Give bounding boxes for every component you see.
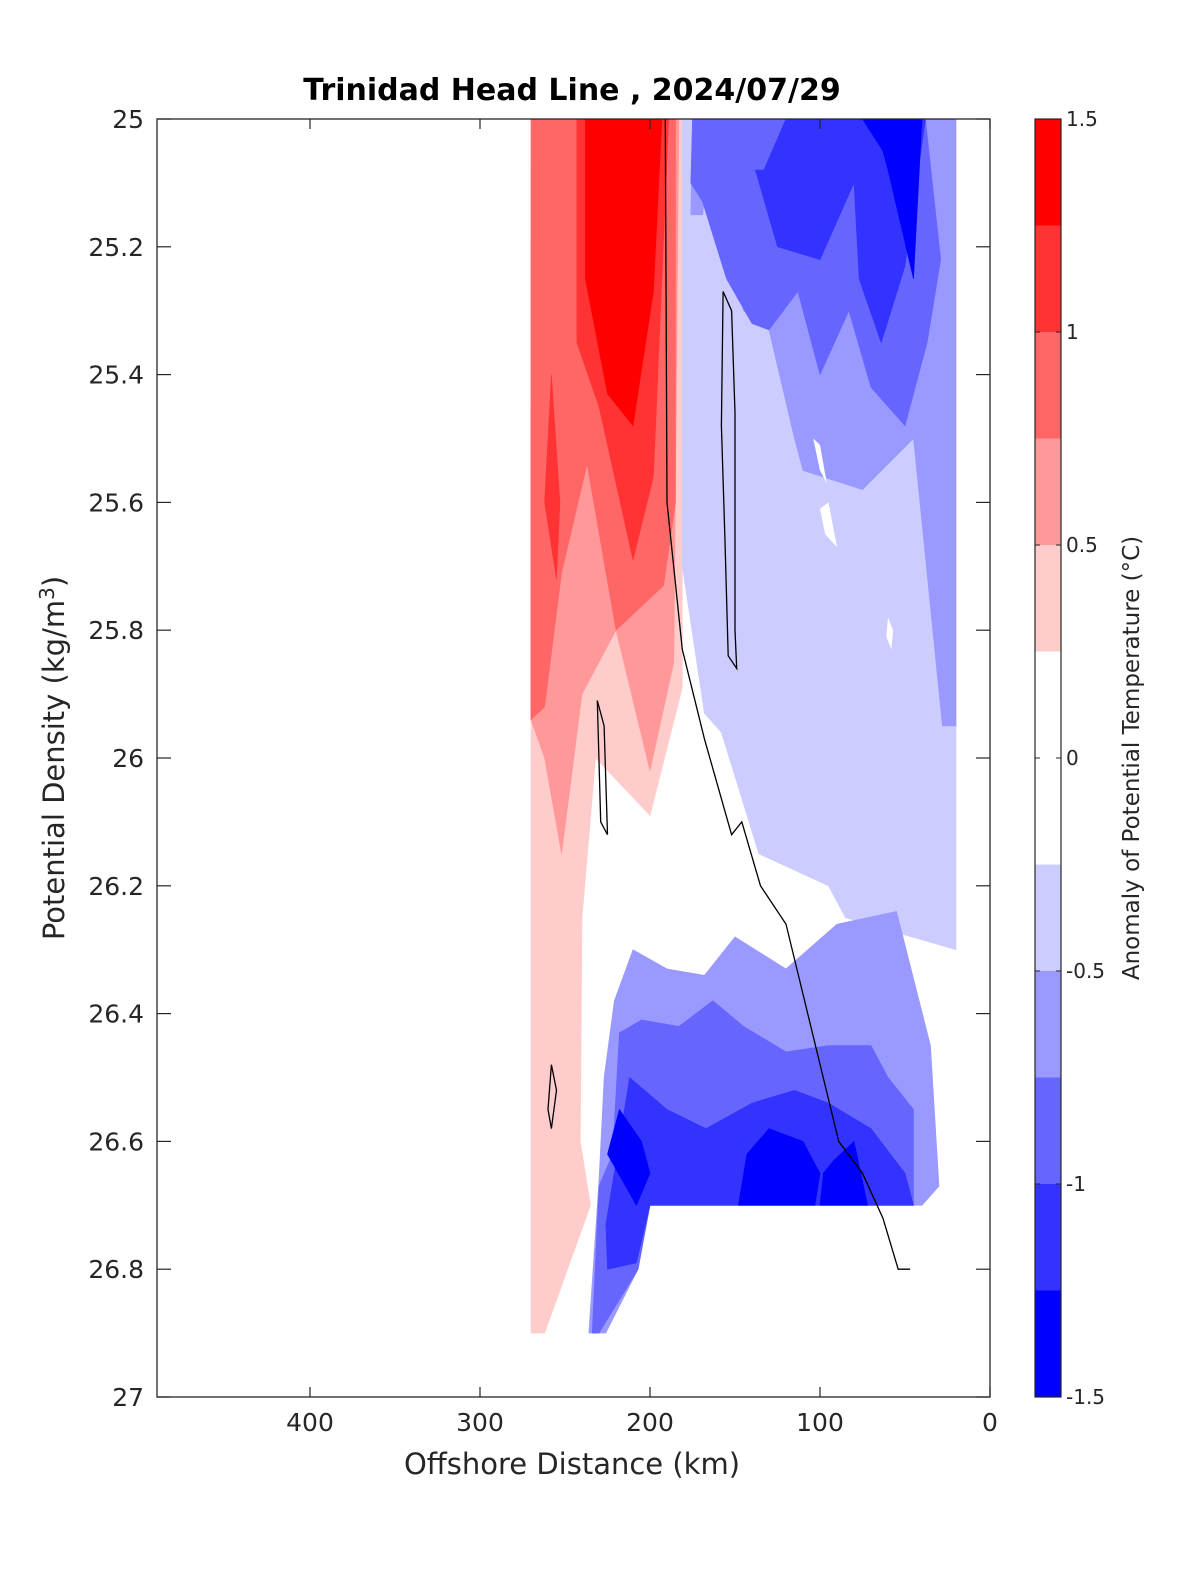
contour-region-cool-1.25-bottom-b: [738, 1128, 821, 1206]
contour-region-cool-1.25-bottom-a: [607, 1108, 651, 1206]
colorbar: 1.5 1 0.5 0 -0.5 -1 -1.5 Anomaly of Potential …: [1034, 107, 1145, 1409]
colorbar-tick-label: 1.5: [1066, 107, 1098, 131]
colorbar-tick-label: 0.5: [1066, 533, 1098, 557]
contour-fills: [530, 119, 957, 1334]
x-axis-title: Offshore Distance (km): [404, 1447, 740, 1481]
y-axis-title-superscript: 3: [35, 587, 59, 600]
colorbar-band: [1035, 545, 1061, 652]
colorbar-title: Anomaly of Potential Temperature (°C): [1119, 536, 1145, 980]
colorbar-band: [1035, 971, 1061, 1078]
y-axis-ticks: 25 25.2 25.4 25.6 25.8 26 26.2 26.4 26.6 26.8 27: [88, 105, 990, 1412]
plot-area: 400 300 200 100 0 25 25.2 25.4 25.6 25.8 26 26.2 26…: [88, 105, 998, 1437]
contour-region-cool-1.25-bottom-c: [819, 1140, 868, 1206]
colorbar-band: [1035, 119, 1061, 226]
colorbar-tick-label: 0: [1066, 746, 1079, 770]
colorbar-band: [1035, 225, 1061, 332]
white-pocket-2: [820, 502, 837, 548]
y-tick-label: 26: [112, 744, 144, 773]
y-tick-label: 26.8: [88, 1255, 144, 1284]
y-tick-label: 26.6: [88, 1127, 144, 1156]
colorbar-band: [1035, 1184, 1061, 1291]
y-tick-label: 26.2: [88, 872, 144, 901]
colorbar-band: [1035, 1290, 1061, 1397]
y-tick-label: 25.4: [88, 361, 144, 390]
colorbar-tick-label: -1.5: [1066, 1385, 1105, 1409]
colorbar-ticks: 1.5 1 0.5 0 -0.5 -1 -1.5: [1035, 107, 1105, 1409]
colorbar-band: [1035, 438, 1061, 545]
colorbar-band: [1035, 864, 1061, 971]
white-pockets: [813, 438, 894, 650]
y-tick-label: 25: [112, 105, 144, 134]
x-tick-label: 0: [982, 1408, 998, 1437]
x-tick-label: 200: [626, 1408, 674, 1437]
y-tick-label: 26.4: [88, 1000, 144, 1029]
y-tick-label: 27: [112, 1383, 144, 1412]
x-axis-ticks: 400 300 200 100 0: [286, 119, 998, 1437]
white-pocket-1: [813, 438, 827, 484]
white-pocket-3: [886, 617, 894, 650]
zero-contour-4: [547, 1064, 558, 1129]
y-tick-label: 25.2: [88, 233, 144, 262]
y-tick-label: 25.6: [88, 488, 144, 517]
colorbar-tick-label: 1: [1066, 320, 1079, 344]
y-axis-title-close: ): [37, 576, 71, 587]
contour-region-warm-1.25: [585, 119, 663, 427]
contour-region-cool-1.25: [862, 119, 923, 279]
y-axis-title: Potential Density (kg/m3): [35, 576, 71, 940]
x-tick-label: 400: [286, 1408, 334, 1437]
colorbar-band: [1035, 332, 1061, 439]
x-tick-label: 300: [456, 1408, 504, 1437]
chart-title: Trinidad Head Line , 2024/07/29: [303, 73, 840, 108]
colorbar-tick-label: -0.5: [1066, 959, 1105, 983]
x-tick-label: 100: [796, 1408, 844, 1437]
zero-contour-2: [720, 291, 738, 671]
zero-contour-1: [664, 119, 911, 1270]
colorbar-band: [1035, 1077, 1061, 1184]
y-axis-title-main: Potential Density (kg/m: [37, 600, 71, 940]
contour-region-warm-1.0: [544, 374, 561, 580]
y-tick-label: 25.8: [88, 616, 144, 645]
colorbar-bands: [1035, 119, 1061, 1397]
zero-contour-lines: [547, 119, 911, 1270]
zero-contour-3: [596, 700, 609, 836]
colorbar-tick-label: -1: [1066, 1172, 1086, 1196]
